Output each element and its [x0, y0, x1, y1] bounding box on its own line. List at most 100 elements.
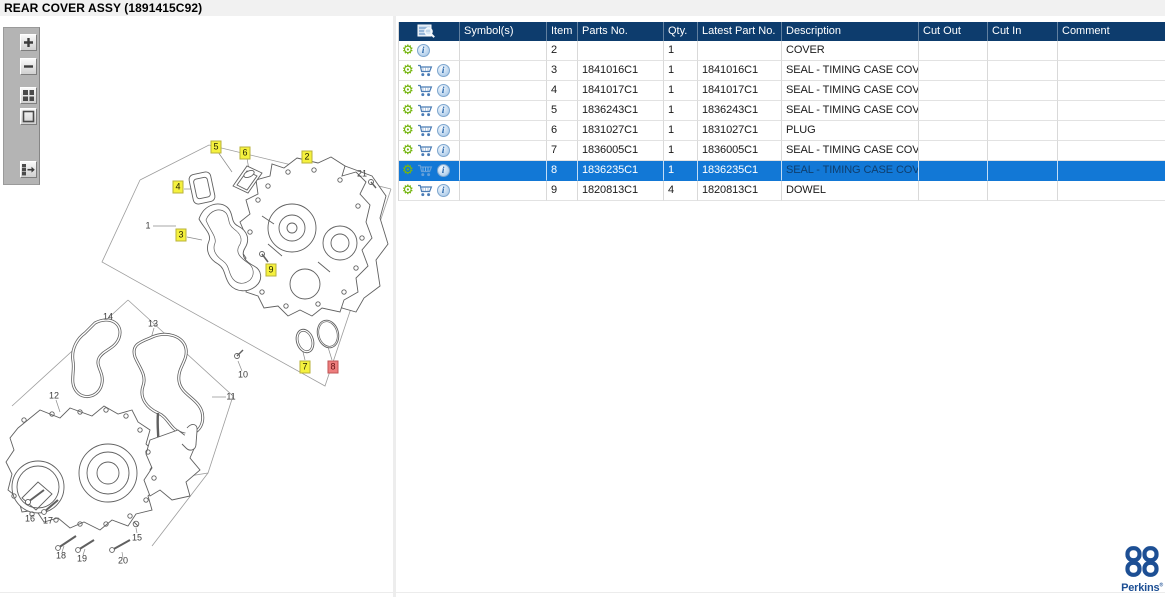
info-icon[interactable]: i	[436, 144, 450, 157]
row-action-icons: ⚙ i	[399, 161, 460, 181]
symbol-cell	[460, 161, 547, 181]
column-header[interactable]: Item	[547, 22, 578, 41]
panel-divider	[393, 16, 396, 597]
clamp-15-hook-drawing	[181, 424, 198, 451]
table-row-item-8[interactable]: ⚙ i 8 1836235C1 1 1836235C1 SEAL - TIMING CA…	[399, 161, 1165, 181]
export-panel-button[interactable]	[20, 161, 37, 178]
tile-view-button[interactable]	[20, 87, 37, 104]
diagram-callout-7[interactable]: 7	[299, 360, 311, 374]
latest-part-no-cell: 1836235C1	[698, 161, 782, 181]
cart-icon[interactable]	[417, 124, 434, 137]
cart-icon[interactable]	[417, 184, 434, 197]
column-header-label: Symbol(s)	[464, 25, 514, 37]
diagram-callout-8[interactable]: 8	[327, 360, 339, 374]
gear-icon[interactable]: ⚙	[402, 103, 414, 118]
oring-7-drawing	[295, 328, 315, 354]
perkins-logo: Perkins®	[1120, 546, 1164, 594]
cut-out-cell	[919, 61, 988, 81]
gear-icon[interactable]: ⚙	[402, 183, 414, 198]
zoom-out-button[interactable]	[20, 58, 37, 75]
column-header[interactable]: Description	[782, 22, 919, 41]
info-icon[interactable]: i	[436, 84, 450, 97]
diagram-callout-16[interactable]: 16	[24, 513, 36, 524]
diagram-callout-10[interactable]: 10	[237, 369, 249, 380]
row-action-icons: ⚙ i	[399, 101, 460, 121]
diagram-callout-6[interactable]: 6	[239, 146, 251, 160]
column-header-label: Latest Part No.	[702, 25, 776, 37]
column-header[interactable]: Cut Out	[919, 22, 988, 41]
bolt-9-drawing	[259, 251, 269, 263]
column-header[interactable]: Parts No.	[578, 22, 664, 41]
gasket-3-drawing	[198, 203, 262, 292]
table-row-item-6[interactable]: ⚙ i 6 1831027C1 1 1831027C1 PLUG	[399, 121, 1165, 141]
symbol-cell	[460, 81, 547, 101]
column-header[interactable]: Symbol(s)	[460, 22, 547, 41]
symbol-cell	[460, 181, 547, 201]
diagram-callout-5[interactable]: 5	[210, 140, 222, 154]
qty-cell: 1	[664, 161, 698, 181]
gear-icon[interactable]: ⚙	[402, 83, 414, 98]
cart-icon[interactable]	[417, 164, 434, 177]
description-cell: COVER	[782, 41, 919, 61]
diagram-callout-1[interactable]: 1	[145, 220, 151, 231]
gear-icon[interactable]: ⚙	[402, 163, 414, 178]
cart-icon[interactable]	[417, 144, 434, 157]
column-header-label: Cut Out	[923, 25, 961, 37]
comment-cell	[1058, 181, 1165, 201]
info-icon[interactable]: i	[436, 64, 450, 77]
diagram-callout-18[interactable]: 18	[55, 550, 67, 561]
diagram-callout-9[interactable]: 9	[265, 263, 277, 277]
cut-out-cell	[919, 121, 988, 141]
fit-view-button[interactable]	[20, 108, 37, 125]
column-header-label: Comment	[1062, 25, 1110, 37]
cart-icon[interactable]	[417, 64, 434, 77]
preview-column-header[interactable]	[399, 22, 460, 41]
diagram-callout-4[interactable]: 4	[172, 180, 184, 194]
diagram-callout-15[interactable]: 15	[131, 532, 143, 543]
column-header-label: Item	[551, 25, 573, 37]
parts-no-cell: 1841016C1	[578, 61, 664, 81]
gear-icon[interactable]: ⚙	[402, 63, 414, 78]
qty-cell: 1	[664, 101, 698, 121]
info-icon[interactable]: i	[436, 164, 450, 177]
column-header[interactable]: Comment	[1058, 22, 1165, 41]
info-icon[interactable]: i	[416, 44, 430, 57]
cart-icon[interactable]	[417, 84, 434, 97]
diagram-callout-19[interactable]: 19	[76, 553, 88, 564]
zoom-in-button[interactable]	[20, 34, 37, 51]
column-header[interactable]: Cut In	[988, 22, 1058, 41]
gear-icon[interactable]: ⚙	[402, 143, 414, 158]
info-icon[interactable]: i	[436, 104, 450, 117]
cut-in-cell	[988, 81, 1058, 101]
latest-part-no-cell	[698, 41, 782, 61]
table-row-item-2[interactable]: ⚙ i 2 1 COVER	[399, 41, 1165, 61]
table-row-item-7[interactable]: ⚙ i 7 1836005C1 1 1836005C1 SEAL - TIMING CA…	[399, 141, 1165, 161]
column-header[interactable]: Latest Part No.	[698, 22, 782, 41]
diagram-callout-21[interactable]: 21	[356, 168, 368, 179]
parts-no-cell: 1836243C1	[578, 101, 664, 121]
diagram-callout-20[interactable]: 20	[117, 555, 129, 566]
column-header-label: Qty.	[668, 25, 688, 37]
table-row-item-9[interactable]: ⚙ i 9 1820813C1 4 1820813C1 DOWEL	[399, 181, 1165, 201]
latest-part-no-cell: 1820813C1	[698, 181, 782, 201]
item-cell: 8	[547, 161, 578, 181]
diagram-callout-2[interactable]: 2	[301, 150, 313, 164]
cut-out-cell	[919, 141, 988, 161]
table-row-item-5[interactable]: ⚙ i 5 1836243C1 1 1836243C1 SEAL - TIMING CA…	[399, 101, 1165, 121]
diagram-callout-11[interactable]: 11	[226, 391, 236, 402]
info-icon[interactable]: i	[436, 184, 450, 197]
diagram-callout-13[interactable]: 13	[147, 318, 159, 329]
diagram-callout-17[interactable]: 17	[42, 515, 54, 526]
diagram-callout-12[interactable]: 12	[48, 390, 60, 401]
table-row-item-4[interactable]: ⚙ i 4 1841017C1 1 1841017C1 SEAL - TIMING CA…	[399, 81, 1165, 101]
gear-icon[interactable]: ⚙	[402, 123, 414, 138]
cart-icon[interactable]	[417, 104, 434, 117]
parts-no-cell: 1841017C1	[578, 81, 664, 101]
info-icon[interactable]: i	[436, 124, 450, 137]
cut-in-cell	[988, 141, 1058, 161]
diagram-callout-14[interactable]: 14	[102, 311, 114, 322]
gear-icon[interactable]: ⚙	[402, 43, 414, 58]
diagram-callout-3[interactable]: 3	[175, 228, 187, 242]
table-row-item-3[interactable]: ⚙ i 3 1841016C1 1 1841016C1 SEAL - TIMING CA…	[399, 61, 1165, 81]
column-header[interactable]: Qty.	[664, 22, 698, 41]
